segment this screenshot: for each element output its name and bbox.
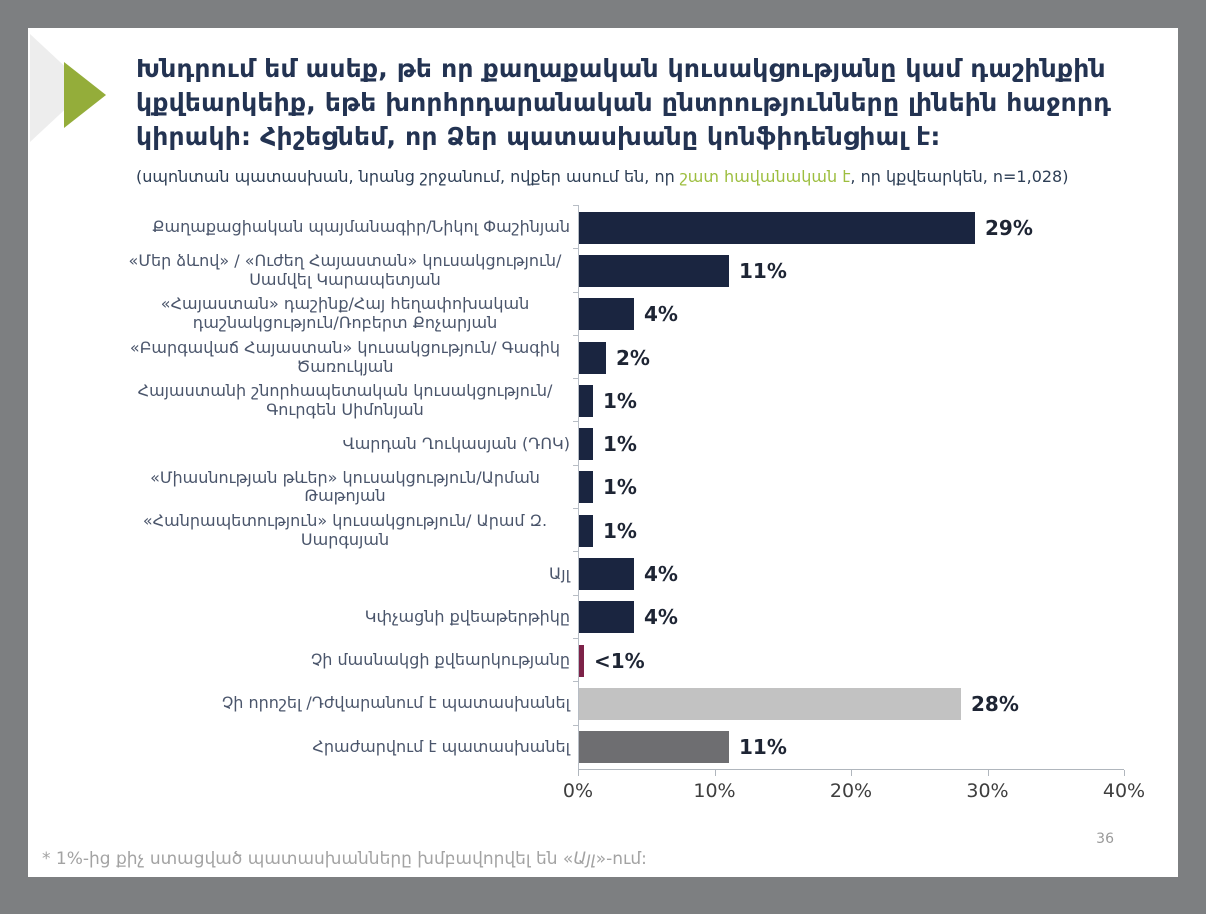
bar — [579, 384, 593, 417]
page-number: 36 — [1096, 831, 1114, 847]
bar — [579, 687, 961, 720]
value-label: <1% — [594, 648, 645, 673]
bar-area: 4% — [573, 291, 1138, 336]
bar-chart: Քաղաքացիական պայմանագիր/Նիկոլ Փաշինյան 29… — [64, 204, 1145, 804]
x-tick-label: 20% — [829, 779, 873, 802]
bar-area: 28% — [573, 681, 1138, 726]
bar — [579, 341, 606, 374]
value-label: 1% — [603, 388, 637, 413]
bar-area: 29% — [573, 204, 1138, 250]
chart-row: «Մեր ձևով» / «Ուժեղ Հայաստան» կուսակցութ… — [64, 248, 1138, 293]
bar — [579, 428, 593, 461]
chart-row: «Միասնության թևեր» կուսակցություն/Արման … — [64, 464, 1138, 510]
category-label: Չի մասնակցի քվեարկությանը — [310, 650, 570, 670]
value-label: 1% — [603, 518, 637, 543]
bar-area: 11% — [573, 724, 1138, 769]
footnote-suffix: »-ում: — [595, 849, 647, 869]
value-label: 4% — [644, 562, 678, 587]
subtitle-highlight: շատ հավանական է — [679, 167, 851, 187]
value-label: 11% — [739, 258, 787, 283]
chart-row: Այլ 4% — [64, 551, 1138, 596]
chart-row: «Բարգավաճ Հայաստան» կուսակցություն/ Գագի… — [64, 334, 1138, 380]
value-label: 4% — [644, 302, 678, 327]
x-tick-label: 10% — [693, 779, 736, 802]
category-label: Այլ — [549, 563, 570, 583]
chart-rows: Քաղաքացիական պայմանագիր/Նիկոլ Փաշինյան 29… — [64, 204, 1138, 769]
chart-title: Խնդրում եմ ասեք, թե որ քաղաքական կուսակց… — [136, 54, 1112, 151]
bar-area: 4% — [573, 594, 1138, 639]
subtitle-prefix: (սպոնտան պատասխան, նրանց շրջանում, ովքեր… — [136, 167, 680, 187]
bar — [579, 298, 634, 331]
chart-row: Վարդան Ղուկասյան (ԴՈԿ) 1% — [64, 421, 1138, 466]
x-tick-label: 30% — [966, 779, 1009, 802]
bar-area: 1% — [573, 421, 1138, 466]
value-label: 1% — [603, 432, 637, 457]
category-label: «Մեր ձևով» / «Ուժեղ Հայաստան» կուսակցութ… — [128, 251, 562, 289]
bar — [579, 731, 729, 764]
x-axis-labels: 0% 10% 20% 30% 40% — [563, 776, 1145, 804]
value-label: 4% — [644, 605, 678, 630]
value-label: 11% — [739, 735, 787, 760]
chart-row: Կփչացնի քվեաթերթիկը 4% — [64, 594, 1138, 639]
bar — [579, 601, 634, 634]
bar-area: 11% — [573, 248, 1138, 293]
bar — [579, 254, 729, 287]
bar-area: 1% — [573, 508, 1138, 553]
x-tick-label: 40% — [1102, 779, 1146, 802]
x-axis-tick — [714, 769, 716, 776]
category-label: Հրաժարվում է պատասխանել — [312, 736, 570, 756]
subtitle-suffix: , որ կքվեարկեն, n=1,028) — [850, 167, 1069, 187]
category-label: «Հայաստան» դաշինք/Հայ հեղափոխական դաշնակ… — [160, 294, 530, 333]
category-label: «Միասնության թևեր» կուսակցություն/Արման … — [150, 467, 540, 506]
category-label: «Հանրապետություն» կուսակցություն/ Արամ Զ… — [142, 510, 548, 549]
x-axis — [578, 768, 1125, 776]
category-label: Կփչացնի քվեաթերթիկը — [364, 606, 570, 626]
bar — [579, 558, 634, 591]
bar-area: <1% — [573, 637, 1138, 683]
chart-row: Չի մասնակցի քվեարկությանը <1% — [64, 637, 1138, 683]
category-label: Չի որոշել /Դժվարանում է պատասխանել — [221, 693, 570, 713]
bar-area: 4% — [573, 551, 1138, 596]
chart-row: Հայաստանի շնորհապետական կուսակցություն/Գ… — [64, 378, 1138, 423]
bar — [579, 514, 593, 547]
category-label: Քաղաքացիական պայմանագիր/Նիկոլ Փաշինյան — [152, 217, 570, 237]
slide: Խնդրում եմ ասեք, թե որ քաղաքական կուսակց… — [28, 28, 1178, 877]
footnote-italic: Այլ — [573, 849, 596, 869]
category-label: Վարդան Ղուկասյան (ԴՈԿ) — [342, 433, 570, 453]
value-label: 1% — [603, 475, 637, 500]
value-label: 28% — [971, 691, 1019, 716]
bar-area: 2% — [573, 334, 1138, 380]
bar-area: 1% — [573, 378, 1138, 423]
x-axis-tick — [987, 769, 989, 776]
value-label: 29% — [985, 215, 1033, 240]
header: Խնդրում եմ ասեք, թե որ քաղաքական կուսակց… — [136, 52, 1156, 186]
category-label: Հայաստանի շնորհապետական կուսակցություն/Գ… — [137, 380, 553, 419]
chart-subtitle: (սպոնտան պատասխան, նրանց շրջանում, ովքեր… — [136, 167, 1156, 186]
x-tick-label: 0% — [562, 779, 594, 802]
bar — [579, 644, 584, 677]
chart-row: Չի որոշել /Դժվարանում է պատասխանել 28% — [64, 681, 1138, 726]
x-axis-tick — [851, 769, 852, 776]
x-axis-tick — [1124, 769, 1125, 776]
x-axis-tick — [578, 769, 579, 776]
chart-row: «Հայաստան» դաշինք/Հայ հեղափոխական դաշնակ… — [64, 291, 1138, 336]
bar — [579, 471, 593, 504]
chart-row: «Հանրապետություն» կուսակցություն/ Արամ Զ… — [64, 508, 1138, 553]
chart-row: Քաղաքացիական պայմանագիր/Նիկոլ Փաշինյան 29… — [64, 204, 1138, 250]
bar — [579, 211, 975, 244]
slide-accent-arrow-icon — [30, 34, 106, 142]
bar-area: 1% — [573, 464, 1138, 510]
chart-row: Հրաժարվում է պատասխանել 11% — [64, 724, 1138, 769]
footnote-prefix: * 1%-ից քիչ ստացված պատասխանները խմբավոր… — [42, 849, 574, 869]
category-label: «Բարգավաճ Հայաստան» կուսակցություն/ Գագի… — [129, 337, 561, 376]
value-label: 2% — [616, 345, 650, 370]
footnote: * 1%-ից քիչ ստացված պատասխանները խմբավոր… — [42, 849, 647, 869]
